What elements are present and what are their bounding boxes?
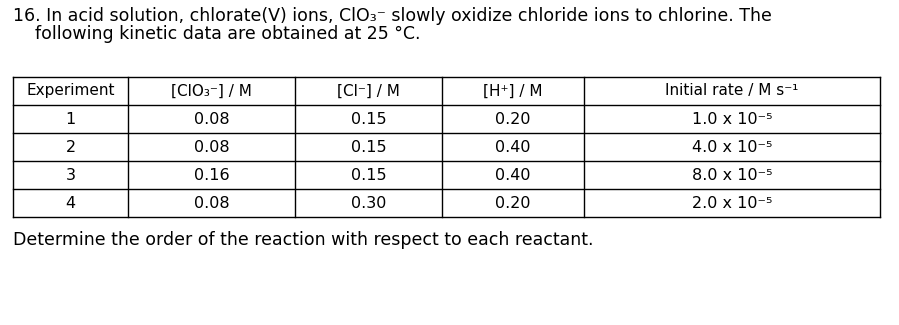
Text: 0.20: 0.20 bbox=[495, 196, 530, 211]
Text: 0.15: 0.15 bbox=[351, 111, 387, 126]
Text: 0.08: 0.08 bbox=[193, 111, 229, 126]
Text: 16. In acid solution, chlorate(V) ions, ClO₃⁻ slowly oxidize chloride ions to ch: 16. In acid solution, chlorate(V) ions, … bbox=[13, 7, 772, 25]
Text: Experiment: Experiment bbox=[26, 84, 115, 98]
Text: 1.0 x 10⁻⁵: 1.0 x 10⁻⁵ bbox=[691, 111, 772, 126]
Text: following kinetic data are obtained at 25 °C.: following kinetic data are obtained at 2… bbox=[13, 25, 421, 43]
Text: 2: 2 bbox=[66, 139, 76, 154]
Text: Determine the order of the reaction with respect to each reactant.: Determine the order of the reaction with… bbox=[13, 231, 593, 249]
Text: 0.40: 0.40 bbox=[495, 139, 530, 154]
Text: [ClO₃⁻] / M: [ClO₃⁻] / M bbox=[171, 84, 252, 98]
Text: 8.0 x 10⁻⁵: 8.0 x 10⁻⁵ bbox=[691, 167, 772, 183]
Text: 0.16: 0.16 bbox=[193, 167, 229, 183]
Text: 4: 4 bbox=[66, 196, 76, 211]
Text: 0.15: 0.15 bbox=[351, 167, 387, 183]
Text: [H⁺] / M: [H⁺] / M bbox=[484, 84, 543, 98]
Text: 0.08: 0.08 bbox=[193, 139, 229, 154]
Text: 0.40: 0.40 bbox=[495, 167, 530, 183]
Text: 0.15: 0.15 bbox=[351, 139, 387, 154]
Text: 0.30: 0.30 bbox=[351, 196, 387, 211]
Text: 4.0 x 10⁻⁵: 4.0 x 10⁻⁵ bbox=[692, 139, 772, 154]
Text: 0.20: 0.20 bbox=[495, 111, 530, 126]
Text: 3: 3 bbox=[66, 167, 76, 183]
Text: 2.0 x 10⁻⁵: 2.0 x 10⁻⁵ bbox=[692, 196, 772, 211]
Text: Initial rate / M s⁻¹: Initial rate / M s⁻¹ bbox=[665, 84, 798, 98]
Text: 1: 1 bbox=[66, 111, 76, 126]
Text: 0.08: 0.08 bbox=[193, 196, 229, 211]
Text: [Cl⁻] / M: [Cl⁻] / M bbox=[337, 84, 400, 98]
